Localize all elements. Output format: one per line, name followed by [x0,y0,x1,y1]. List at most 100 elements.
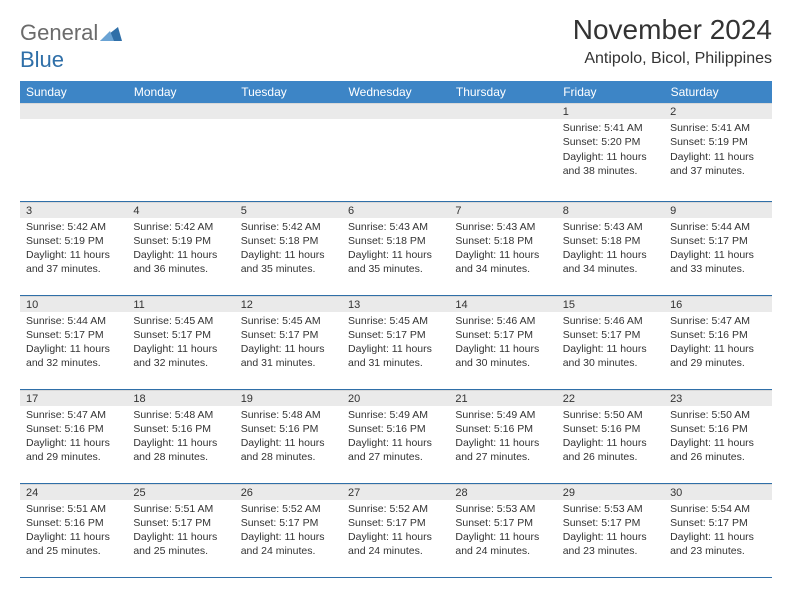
sunrise-text: Sunrise: 5:50 AM [670,408,765,422]
daylight-text: Daylight: 11 hours and 36 minutes. [133,248,228,276]
day-body: Sunrise: 5:50 AMSunset: 5:16 PMDaylight:… [664,406,771,469]
day-body: Sunrise: 5:50 AMSunset: 5:16 PMDaylight:… [557,406,664,469]
daylight-text: Daylight: 11 hours and 29 minutes. [670,342,765,370]
calendar-header-row: SundayMondayTuesdayWednesdayThursdayFrid… [20,81,772,103]
calendar-cell [342,103,449,201]
calendar-cell: 22Sunrise: 5:50 AMSunset: 5:16 PMDayligh… [557,389,664,483]
day-number: 11 [127,296,234,312]
sunrise-text: Sunrise: 5:41 AM [670,121,765,135]
sunrise-text: Sunrise: 5:45 AM [241,314,336,328]
sunset-text: Sunset: 5:16 PM [133,422,228,436]
day-body: Sunrise: 5:42 AMSunset: 5:19 PMDaylight:… [127,218,234,281]
calendar-cell: 29Sunrise: 5:53 AMSunset: 5:17 PMDayligh… [557,483,664,577]
sunset-text: Sunset: 5:18 PM [348,234,443,248]
day-body: Sunrise: 5:45 AMSunset: 5:17 PMDaylight:… [235,312,342,375]
sunset-text: Sunset: 5:17 PM [455,516,550,530]
calendar-cell: 4Sunrise: 5:42 AMSunset: 5:19 PMDaylight… [127,201,234,295]
sunrise-text: Sunrise: 5:44 AM [26,314,121,328]
sunrise-text: Sunrise: 5:46 AM [563,314,658,328]
daylight-text: Daylight: 11 hours and 24 minutes. [241,530,336,558]
sunset-text: Sunset: 5:16 PM [670,328,765,342]
day-number: 24 [20,484,127,500]
sunset-text: Sunset: 5:19 PM [670,135,765,149]
sunset-text: Sunset: 5:18 PM [241,234,336,248]
daylight-text: Daylight: 11 hours and 35 minutes. [241,248,336,276]
calendar-cell: 19 Sunrise: 5:48 AMSunset: 5:16 PMDayligh… [235,389,342,483]
day-number: 20 [342,390,449,406]
day-body: Sunrise: 5:47 AMSunset: 5:16 PMDaylight:… [20,406,127,469]
calendar-cell: 26Sunrise: 5:52 AMSunset: 5:17 PMDayligh… [235,483,342,577]
sunset-text: Sunset: 5:16 PM [455,422,550,436]
day-body: Sunrise: 5:51 AMSunset: 5:16 PMDaylight:… [20,500,127,563]
sunset-text: Sunset: 5:17 PM [133,328,228,342]
day-number: 1 [557,103,664,119]
day-body: Sunrise: 5:49 AMSunset: 5:16 PMDaylight:… [449,406,556,469]
day-body: Sunrise: 5:45 AMSunset: 5:17 PMDaylight:… [342,312,449,375]
calendar-cell: 12Sunrise: 5:45 AMSunset: 5:17 PMDayligh… [235,295,342,389]
day-number [449,103,556,119]
sunset-text: Sunset: 5:18 PM [455,234,550,248]
calendar-cell: 5Sunrise: 5:42 AMSunset: 5:18 PMDaylight… [235,201,342,295]
day-body [342,119,449,125]
calendar-page: GeneralBlue November 2024 Antipolo, Bico… [0,0,792,578]
day-number: 29 [557,484,664,500]
calendar-cell: 10Sunrise: 5:44 AMSunset: 5:17 PMDayligh… [20,295,127,389]
day-number: 21 [449,390,556,406]
day-header: Saturday [664,81,771,103]
sunrise-text: Sunrise: 5:48 AM [241,408,336,422]
calendar-cell: 3Sunrise: 5:42 AMSunset: 5:19 PMDaylight… [20,201,127,295]
sunrise-text: Sunrise: 5:51 AM [133,502,228,516]
sunrise-text: Sunrise: 5:54 AM [670,502,765,516]
daylight-text: Daylight: 11 hours and 37 minutes. [670,150,765,178]
logo-blue: Blue [20,47,64,72]
sunset-text: Sunset: 5:17 PM [563,516,658,530]
sunset-text: Sunset: 5:17 PM [348,328,443,342]
day-body: Sunrise: 5:52 AMSunset: 5:17 PMDaylight:… [342,500,449,563]
day-body: Sunrise: 5:45 AMSunset: 5:17 PMDaylight:… [127,312,234,375]
logo-general: General [20,20,98,45]
day-body [235,119,342,125]
calendar-cell: 2Sunrise: 5:41 AMSunset: 5:19 PMDaylight… [664,103,771,201]
day-body: Sunrise: 5:54 AMSunset: 5:17 PMDaylight:… [664,500,771,563]
calendar-cell: 7Sunrise: 5:43 AMSunset: 5:18 PMDaylight… [449,201,556,295]
calendar-week: 3Sunrise: 5:42 AMSunset: 5:19 PMDaylight… [20,201,772,295]
calendar-cell: 13Sunrise: 5:45 AMSunset: 5:17 PMDayligh… [342,295,449,389]
sunset-text: Sunset: 5:16 PM [563,422,658,436]
calendar-cell: 20Sunrise: 5:49 AMSunset: 5:16 PMDayligh… [342,389,449,483]
day-header: Friday [557,81,664,103]
day-number: 6 [342,202,449,218]
sunrise-text: Sunrise: 5:45 AM [133,314,228,328]
daylight-text: Daylight: 11 hours and 31 minutes. [241,342,336,370]
page-header: GeneralBlue November 2024 Antipolo, Bico… [20,14,772,73]
daylight-text: Daylight: 11 hours and 27 minutes. [455,436,550,464]
sunset-text: Sunset: 5:17 PM [133,516,228,530]
calendar-cell: 28Sunrise: 5:53 AMSunset: 5:17 PMDayligh… [449,483,556,577]
daylight-text: Daylight: 11 hours and 27 minutes. [348,436,443,464]
daylight-text: Daylight: 11 hours and 24 minutes. [455,530,550,558]
day-number: 19 [235,390,342,406]
sunset-text: Sunset: 5:19 PM [26,234,121,248]
day-body: Sunrise: 5:43 AMSunset: 5:18 PMDaylight:… [449,218,556,281]
sunrise-text: Sunrise: 5:52 AM [241,502,336,516]
sunrise-text: Sunrise: 5:43 AM [348,220,443,234]
calendar-cell: 25Sunrise: 5:51 AMSunset: 5:17 PMDayligh… [127,483,234,577]
daylight-text: Daylight: 11 hours and 30 minutes. [563,342,658,370]
sunset-text: Sunset: 5:19 PM [133,234,228,248]
calendar-week: 17Sunrise: 5:47 AMSunset: 5:16 PMDayligh… [20,389,772,483]
sunrise-text: Sunrise: 5:42 AM [26,220,121,234]
calendar-cell: 1Sunrise: 5:41 AMSunset: 5:20 PMDaylight… [557,103,664,201]
calendar-cell: 23Sunrise: 5:50 AMSunset: 5:16 PMDayligh… [664,389,771,483]
day-header: Sunday [20,81,127,103]
sunset-text: Sunset: 5:17 PM [670,516,765,530]
sunset-text: Sunset: 5:16 PM [241,422,336,436]
sunset-text: Sunset: 5:16 PM [26,422,121,436]
sunset-text: Sunset: 5:17 PM [241,516,336,530]
sunrise-text: Sunrise: 5:41 AM [563,121,658,135]
day-number: 14 [449,296,556,312]
calendar-cell [449,103,556,201]
day-number: 18 [127,390,234,406]
calendar-cell [127,103,234,201]
daylight-text: Daylight: 11 hours and 28 minutes. [241,436,336,464]
calendar-cell: 21Sunrise: 5:49 AMSunset: 5:16 PMDayligh… [449,389,556,483]
calendar-cell: 8Sunrise: 5:43 AMSunset: 5:18 PMDaylight… [557,201,664,295]
